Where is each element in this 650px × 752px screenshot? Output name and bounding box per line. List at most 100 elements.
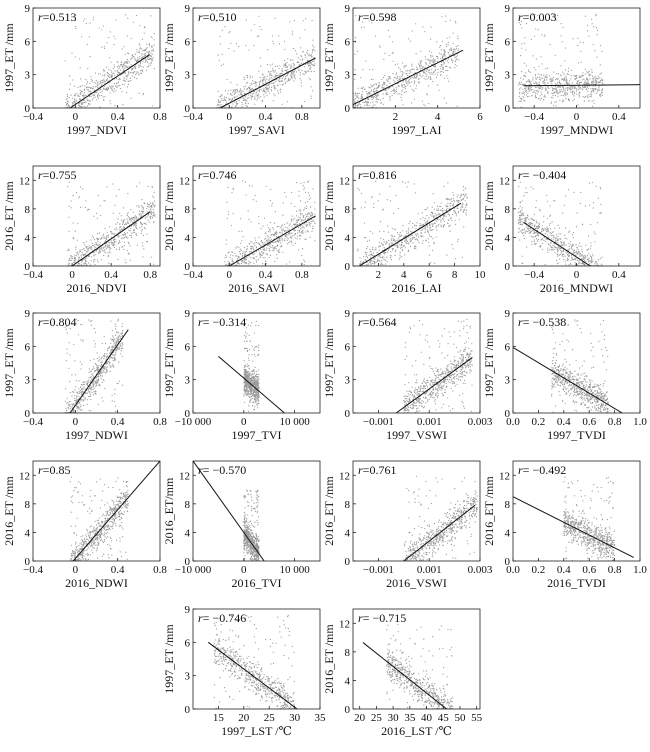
data-point bbox=[557, 95, 559, 97]
data-point bbox=[436, 41, 438, 43]
data-point bbox=[522, 232, 524, 234]
data-point bbox=[547, 87, 549, 89]
data-point bbox=[568, 259, 570, 261]
data-point bbox=[518, 95, 520, 97]
data-point bbox=[261, 252, 263, 254]
x-tick-label: 0 bbox=[73, 111, 79, 123]
data-point bbox=[312, 225, 314, 227]
data-point bbox=[379, 256, 381, 258]
data-point bbox=[411, 231, 413, 233]
data-point bbox=[282, 251, 284, 253]
data-point bbox=[269, 245, 271, 247]
data-point bbox=[130, 221, 132, 223]
data-point bbox=[311, 55, 313, 57]
data-point bbox=[312, 219, 314, 221]
data-point bbox=[589, 78, 591, 80]
data-point bbox=[459, 197, 461, 199]
data-point bbox=[252, 82, 254, 84]
data-point bbox=[293, 70, 295, 72]
data-point bbox=[564, 227, 567, 229]
data-point bbox=[154, 215, 156, 217]
data-point bbox=[375, 249, 377, 251]
y-tick-label: 6 bbox=[25, 36, 31, 48]
data-point bbox=[372, 246, 374, 248]
data-point bbox=[366, 264, 368, 266]
data-point bbox=[127, 74, 129, 76]
data-point bbox=[101, 81, 103, 84]
data-point bbox=[457, 240, 459, 243]
data-point bbox=[390, 255, 392, 257]
data-point bbox=[269, 199, 272, 202]
data-point bbox=[383, 81, 385, 83]
data-point bbox=[459, 195, 461, 197]
data-point bbox=[423, 72, 425, 74]
data-point bbox=[453, 194, 455, 196]
data-point bbox=[382, 76, 385, 79]
data-point bbox=[361, 98, 363, 100]
data-point bbox=[226, 256, 228, 258]
data-point bbox=[413, 183, 415, 185]
data-point bbox=[307, 224, 309, 226]
data-point bbox=[68, 230, 70, 232]
data-point bbox=[105, 80, 107, 83]
data-point bbox=[94, 243, 96, 245]
axes-frame bbox=[352, 7, 481, 109]
data-point bbox=[428, 50, 431, 52]
data-point bbox=[408, 79, 410, 81]
data-point bbox=[411, 30, 413, 32]
data-point bbox=[136, 205, 138, 207]
data-point bbox=[292, 62, 294, 65]
data-point bbox=[109, 249, 111, 251]
data-point bbox=[390, 91, 392, 93]
data-point bbox=[534, 94, 536, 96]
data-point bbox=[457, 35, 459, 37]
data-point bbox=[563, 78, 566, 80]
data-point bbox=[591, 100, 593, 102]
data-point bbox=[521, 200, 523, 202]
data-point bbox=[243, 92, 245, 94]
data-point bbox=[275, 233, 277, 236]
data-point bbox=[365, 254, 367, 256]
data-point bbox=[251, 76, 253, 78]
data-point bbox=[432, 193, 434, 195]
data-point bbox=[454, 49, 456, 51]
data-point bbox=[563, 204, 566, 206]
data-point bbox=[279, 84, 281, 86]
data-point bbox=[289, 231, 291, 233]
data-point bbox=[131, 232, 133, 234]
data-point bbox=[447, 77, 449, 79]
data-point bbox=[383, 87, 385, 89]
data-point bbox=[388, 243, 390, 245]
data-point bbox=[431, 60, 433, 62]
data-point bbox=[113, 232, 115, 234]
data-point bbox=[405, 79, 407, 82]
data-point bbox=[143, 248, 145, 250]
data-point bbox=[566, 79, 568, 82]
data-point bbox=[86, 83, 88, 85]
data-point bbox=[264, 257, 266, 259]
data-point bbox=[365, 91, 367, 93]
data-point bbox=[354, 101, 356, 103]
data-point bbox=[299, 222, 301, 224]
correlation-label: r=0.003 bbox=[518, 10, 556, 24]
data-point bbox=[520, 77, 522, 79]
data-point bbox=[230, 42, 232, 45]
data-point bbox=[245, 261, 247, 264]
data-point bbox=[82, 20, 85, 22]
data-point bbox=[538, 223, 541, 225]
data-point bbox=[85, 86, 88, 88]
data-point bbox=[91, 99, 93, 101]
data-point bbox=[537, 98, 539, 100]
data-point bbox=[251, 247, 253, 250]
data-point bbox=[525, 81, 528, 83]
data-point bbox=[77, 251, 79, 253]
data-point bbox=[99, 251, 101, 253]
data-point bbox=[229, 256, 231, 258]
data-point bbox=[305, 205, 308, 207]
data-point bbox=[153, 206, 155, 208]
correlation-label: r=0.598 bbox=[358, 10, 396, 24]
data-point bbox=[371, 85, 373, 88]
axes-frame bbox=[192, 7, 321, 109]
data-point bbox=[452, 61, 454, 63]
